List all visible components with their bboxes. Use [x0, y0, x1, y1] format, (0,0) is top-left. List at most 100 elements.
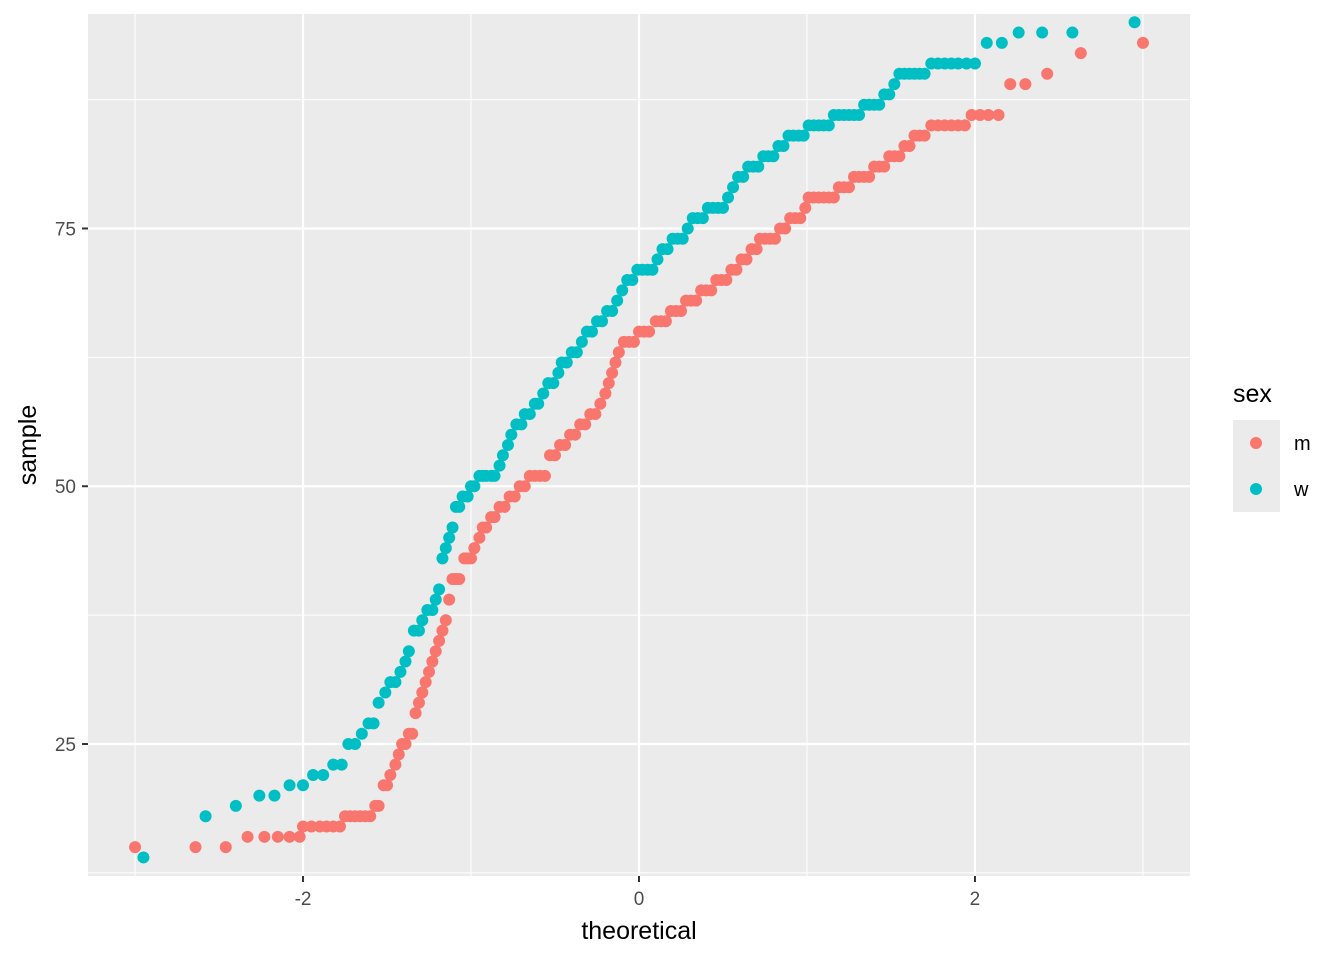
point-w — [515, 418, 528, 431]
point-w — [968, 57, 981, 70]
point-w — [797, 129, 810, 142]
point-m — [372, 799, 385, 812]
point-m — [627, 335, 640, 348]
point-m — [468, 542, 481, 555]
point-w — [496, 449, 509, 462]
point-m — [189, 841, 202, 854]
point-w — [960, 57, 973, 70]
point-w — [737, 170, 750, 183]
series-w — [137, 16, 1141, 864]
point-m — [579, 418, 592, 431]
point-m — [643, 325, 656, 338]
point-m — [293, 830, 306, 843]
point-w — [493, 459, 506, 472]
point-w — [1066, 26, 1079, 39]
point-w — [606, 304, 619, 317]
point-m — [271, 830, 284, 843]
point-w — [918, 67, 931, 80]
point-w — [570, 346, 583, 359]
point-m — [842, 181, 855, 194]
legend-label-m: m — [1294, 433, 1311, 455]
point-w — [626, 274, 639, 287]
point-m — [488, 511, 501, 524]
point-w — [501, 439, 514, 451]
point-m — [480, 521, 493, 534]
point-m — [690, 294, 703, 307]
point-m — [602, 377, 615, 390]
point-m — [674, 304, 687, 317]
point-w — [335, 758, 348, 771]
point-w — [651, 253, 664, 266]
point-w — [307, 768, 320, 781]
point-w — [537, 387, 550, 400]
point-m — [384, 768, 397, 781]
point-m — [730, 263, 743, 276]
point-w — [523, 408, 536, 421]
point-m — [297, 820, 310, 833]
point-w — [853, 109, 866, 122]
point-w — [229, 799, 242, 812]
point-m — [219, 841, 232, 854]
point-m — [433, 634, 446, 647]
x-tick-label: -2 — [295, 889, 312, 910]
point-w — [443, 531, 456, 544]
point-m — [416, 686, 429, 699]
point-m — [498, 500, 511, 513]
x-axis-title: theoretical — [581, 917, 696, 945]
point-w — [253, 789, 266, 802]
point-m — [412, 696, 425, 709]
legend: sex mw — [1233, 380, 1311, 512]
point-w — [1128, 16, 1141, 29]
point-w — [552, 366, 565, 379]
point-m — [549, 449, 562, 462]
point-w — [767, 150, 780, 163]
point-w — [716, 201, 729, 214]
point-m — [705, 284, 718, 297]
point-w — [1036, 26, 1049, 39]
point-w — [372, 696, 385, 709]
point-m — [918, 129, 931, 142]
point-m — [893, 150, 906, 163]
point-w — [488, 469, 501, 482]
point-m — [443, 593, 456, 606]
point-w — [317, 768, 330, 781]
point-m — [426, 655, 439, 668]
point-m — [283, 830, 296, 843]
point-w — [433, 583, 446, 596]
point-m — [473, 531, 486, 544]
point-m — [863, 170, 876, 183]
point-m — [606, 366, 619, 379]
point-m — [594, 397, 607, 410]
point-m — [612, 346, 625, 359]
point-m — [599, 387, 612, 400]
point-w — [412, 624, 425, 637]
point-w — [585, 325, 598, 338]
point-w — [453, 500, 466, 513]
point-m — [589, 408, 602, 421]
point-m — [508, 490, 521, 503]
point-m — [465, 552, 478, 565]
y-tick-label: 50 — [55, 477, 76, 498]
point-w — [560, 356, 573, 369]
point-w — [777, 139, 790, 152]
point-w — [952, 57, 965, 70]
point-w — [327, 758, 340, 771]
point-m — [364, 810, 377, 823]
point-m — [992, 109, 1005, 122]
legend-label-w: w — [1293, 479, 1309, 501]
point-w — [283, 779, 296, 792]
series-m — [129, 36, 1149, 854]
point-m — [392, 748, 405, 761]
x-tick-label: 0 — [634, 889, 645, 910]
point-w — [980, 36, 993, 49]
point-w — [199, 810, 212, 823]
point-w — [575, 335, 588, 348]
point-w — [752, 160, 765, 173]
point-m — [423, 665, 436, 678]
point-m — [389, 758, 402, 771]
point-w — [676, 232, 689, 245]
point-m — [740, 253, 753, 266]
point-m — [1019, 78, 1032, 91]
x-axis-ticks: -2 0 2 — [295, 876, 980, 910]
